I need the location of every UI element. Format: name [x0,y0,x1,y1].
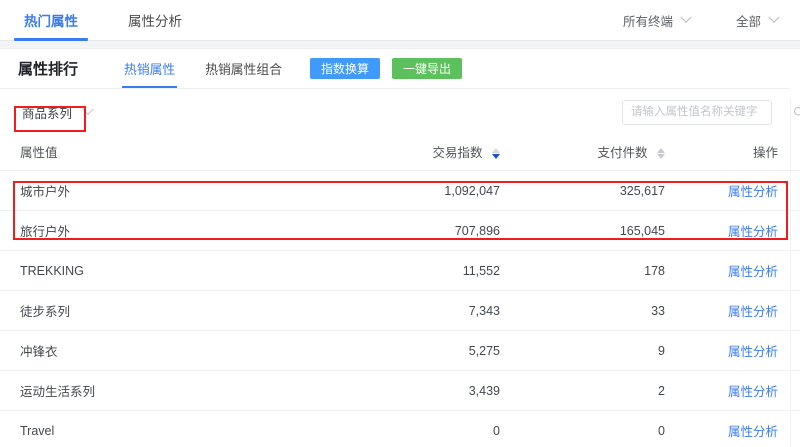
cell-attribute-value: TREKKING [0,250,330,291]
table-row: 冲锋衣 5,275 9 属性分析 [0,330,800,371]
cell-paid-items: 165,045 [520,210,705,251]
cell-trade-index: 1,092,047 [330,170,520,211]
subtab-hot-selling-attribute-combos[interactable]: 热销属性组合 [203,49,284,88]
panel-toolbar: 属性排行 热销属性 热销属性组合 指数换算 一键导出 [0,49,790,89]
row-action-attribute-analysis[interactable]: 属性分析 [727,385,778,399]
cell-paid-items: 178 [520,250,705,291]
cell-trade-index: 0 [330,410,520,447]
sort-descending-icon [657,154,665,160]
terminal-filter-label: 所有终端 [622,14,673,29]
table-row: TREKKING 11,552 178 属性分析 [0,250,800,291]
cell-trade-index: 5,275 [330,330,520,371]
sort-ascending-icon [657,148,665,154]
column-header-paid-items-label: 支付件数 [597,146,648,160]
search-icon[interactable] [793,101,800,124]
tab-hot-attributes-label: 热门属性 [24,14,78,29]
cell-attribute-value: 运动生活系列 [0,370,330,411]
column-header-attribute-value: 属性值 [0,135,330,171]
table-head: 属性值 交易指数 支付件数 [0,135,800,171]
table-row: 运动生活系列 3,439 2 属性分析 [0,370,800,411]
row-action-attribute-analysis[interactable]: 属性分析 [727,225,778,239]
column-header-actions: 操作 [705,135,800,171]
sort-ascending-icon [492,148,500,154]
ranking-card: 属性排行 热销属性 热销属性组合 指数换算 一键导出 商品系列 [0,49,800,447]
cell-paid-items: 9 [520,330,705,371]
cell-attribute-value: Travel [0,410,330,447]
cell-paid-items: 33 [520,290,705,331]
one-click-export-button[interactable]: 一键导出 [392,58,463,79]
row-action-attribute-analysis[interactable]: 属性分析 [727,345,778,359]
table-header-row: 属性值 交易指数 支付件数 [0,135,800,171]
cell-trade-index: 7,343 [330,290,520,331]
cell-attribute-value: 城市户外 [0,170,330,211]
column-header-attribute-value-label: 属性值 [20,146,58,160]
top-tab-list: 热门属性 属性分析 [0,0,226,41]
row-action-attribute-analysis[interactable]: 属性分析 [727,425,778,439]
table-body: 城市户外 1,092,047 325,617 属性分析 旅行户外 707,896… [0,170,800,447]
index-conversion-button[interactable]: 指数换算 [309,58,380,79]
subtab-hot-selling-attributes-label: 热销属性 [124,62,176,77]
product-series-select[interactable]: 商品系列 [18,101,100,123]
search-box [622,99,800,125]
cell-attribute-value: 徒步系列 [0,290,330,331]
scope-filter-select[interactable]: 全部 [735,11,780,30]
table-row: Travel 0 0 属性分析 [0,410,800,447]
row-action-attribute-analysis[interactable]: 属性分析 [727,265,778,279]
header-filters: 所有终端 全部 [577,11,800,30]
cell-trade-index: 3,439 [330,370,520,411]
subtab-hot-selling-attributes[interactable]: 热销属性 [122,49,178,88]
chevron-down-icon [82,103,94,115]
cell-paid-items: 0 [520,410,705,447]
cell-attribute-value: 旅行户外 [0,210,330,251]
product-series-select-label: 商品系列 [22,106,73,121]
table-row: 城市户外 1,092,047 325,617 属性分析 [0,170,800,211]
column-header-actions-label: 操作 [752,146,778,160]
cell-trade-index: 11,552 [330,250,520,291]
tab-attribute-analysis-label: 属性分析 [128,14,182,29]
cell-paid-items: 2 [520,370,705,411]
card-right-edge [790,99,791,447]
filter-row: 商品系列 [0,89,800,135]
sort-toggle-trade-index[interactable] [492,148,500,160]
table-row: 徒步系列 7,343 33 属性分析 [0,290,800,331]
cell-trade-index: 707,896 [330,210,520,251]
table-row: 旅行户外 707,896 165,045 属性分析 [0,210,800,251]
column-header-paid-items[interactable]: 支付件数 [520,135,705,171]
subtab-hot-selling-attribute-combos-label: 热销属性组合 [205,62,282,77]
page-title: 属性排行 [18,61,79,78]
chevron-down-icon [768,11,780,23]
header-content-gutter [0,41,800,49]
row-action-attribute-analysis[interactable]: 属性分析 [727,305,778,319]
chevron-down-icon [680,11,692,23]
attribute-ranking-table: 属性值 交易指数 支付件数 [0,135,800,447]
column-header-trade-index[interactable]: 交易指数 [330,135,520,171]
tab-hot-attributes[interactable]: 热门属性 [14,0,88,41]
top-tab-bar: 热门属性 属性分析 所有终端 全部 [0,0,800,41]
scope-filter-label: 全部 [735,14,761,29]
cell-attribute-value: 冲锋衣 [0,330,330,371]
cell-paid-items: 325,617 [520,170,705,211]
sort-descending-icon [492,154,500,160]
tab-attribute-analysis[interactable]: 属性分析 [122,0,188,40]
search-input[interactable] [623,100,793,124]
row-action-attribute-analysis[interactable]: 属性分析 [727,185,778,199]
column-header-trade-index-label: 交易指数 [432,146,483,160]
terminal-filter-select[interactable]: 所有终端 [622,11,692,30]
sort-toggle-paid-items[interactable] [657,148,665,160]
